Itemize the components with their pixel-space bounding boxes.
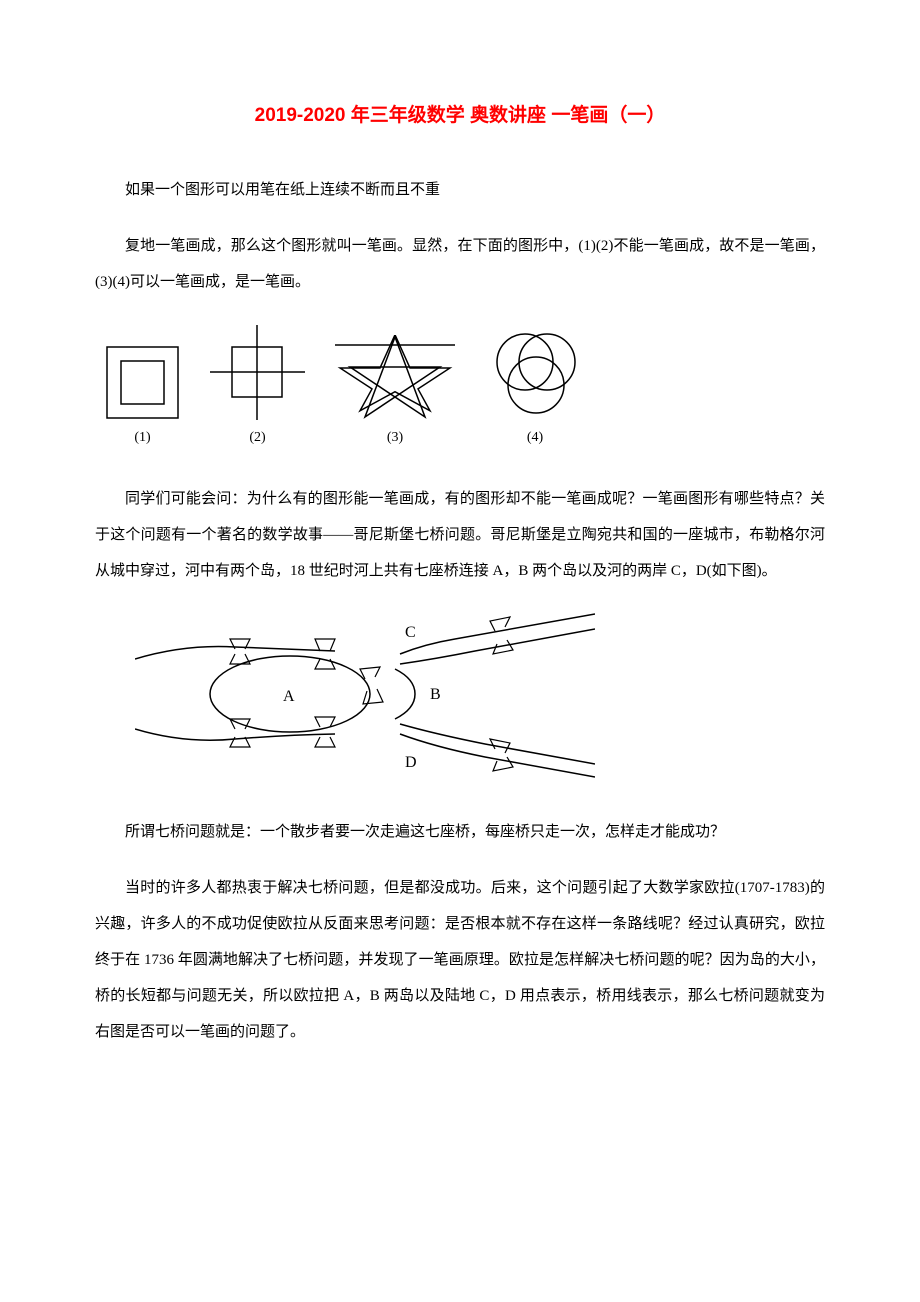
figure-3: (3) [335, 335, 455, 446]
bridge-label-d: D [405, 754, 417, 771]
paragraph-5: 当时的许多人都热衷于解决七桥问题，但是都没成功。后来，这个问题引起了大数学家欧拉… [95, 870, 825, 1050]
paragraph-4: 所谓七桥问题就是：一个散步者要一次走遍这七座桥，每座桥只走一次，怎样走才能成功？ [95, 814, 825, 850]
page-title: 2019-2020 年三年级数学 奥数讲座 一笔画（一） [95, 100, 825, 127]
figure-4: (4) [485, 330, 585, 446]
nested-squares-icon [105, 345, 180, 420]
bridge-label-a: A [283, 688, 295, 705]
figure-1-label: (1) [134, 430, 150, 446]
paragraph-1: 如果一个图形可以用笔在纸上连续不断而且不重 [95, 172, 825, 208]
bridge-label-c: C [405, 624, 416, 641]
figure-3-label: (3) [387, 430, 403, 446]
figure-2: (2) [210, 325, 305, 446]
figure-1: (1) [105, 345, 180, 446]
figure-2-label: (2) [249, 430, 265, 446]
konigsberg-bridge-figure: A B C D [135, 609, 825, 784]
figure-row-shapes: (1) (2) (3) (4) [105, 325, 825, 446]
paragraph-2: 复地一笔画成，那么这个图形就叫一笔画。显然，在下面的图形中，(1)(2)不能一笔… [95, 228, 825, 300]
three-circles-icon [485, 330, 585, 420]
figure-4-label: (4) [527, 430, 543, 446]
paragraph-3: 同学们可能会问：为什么有的图形能一笔画成，有的图形却不能一笔画成呢？一笔画图形有… [95, 481, 825, 589]
bridge-diagram-icon: A B C D [135, 609, 595, 779]
cross-square-icon [210, 325, 305, 420]
bridge-label-b: B [430, 686, 441, 703]
star-icon [335, 335, 455, 420]
